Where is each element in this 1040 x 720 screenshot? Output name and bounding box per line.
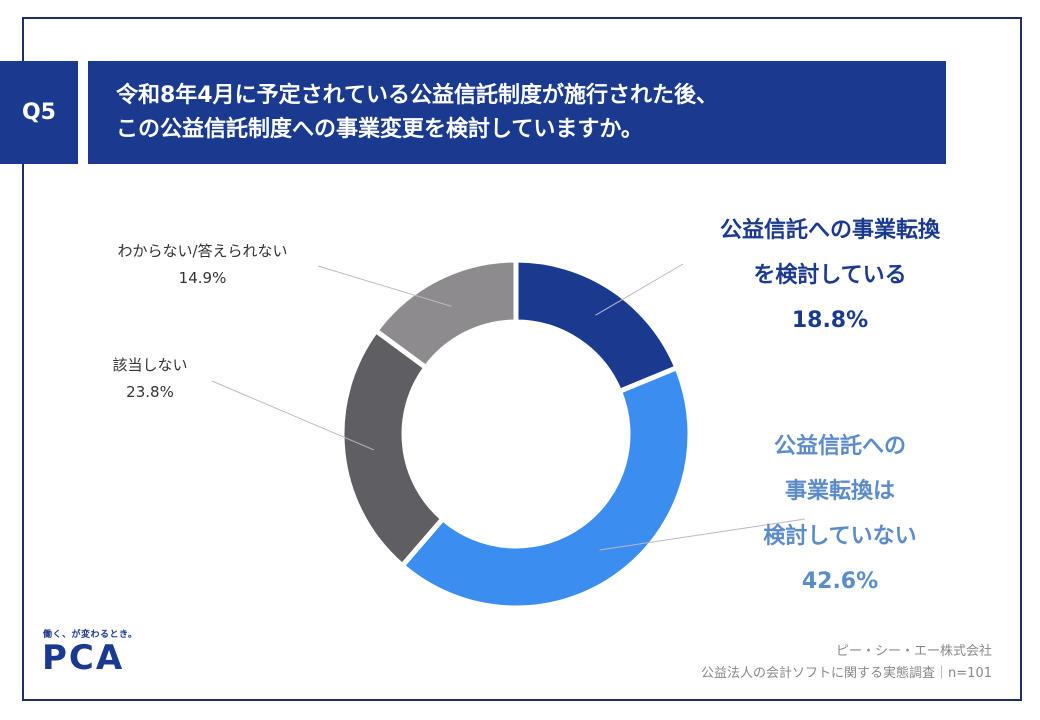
slice-label-considering: 公益信託への事業転換 を検討している 18.8% bbox=[680, 208, 980, 343]
leader-line bbox=[599, 518, 806, 551]
source-line-1: ピー・シー・エー株式会社 bbox=[835, 644, 992, 659]
slice-not-considering bbox=[398, 364, 693, 611]
slice-label-considering-line-1: 公益信託への事業転換 bbox=[719, 218, 940, 243]
question-number: Q5 bbox=[21, 100, 56, 125]
chart-frame bbox=[22, 17, 1022, 701]
slice-label-not-applicable: 該当しない 23.8% bbox=[70, 352, 230, 406]
question-banner: 令和8年4月に予定されている公益信託制度が施行された後、 この公益信託制度への事… bbox=[88, 61, 946, 164]
leader-line bbox=[317, 265, 452, 307]
slice-considering bbox=[513, 257, 681, 395]
slice-label-not-applicable-line-1: 該当しない bbox=[112, 356, 188, 374]
question-line-2: この公益信託制度への事業変更を検討していますか。 bbox=[116, 117, 643, 142]
leader-line bbox=[595, 263, 684, 316]
slice-value-not-considering: 42.6% bbox=[801, 569, 879, 594]
slice-label-not-considering: 公益信託への 事業転換は 検討していない 42.6% bbox=[720, 424, 960, 604]
question-line-1: 令和8年4月に予定されている公益信託制度が施行された後、 bbox=[116, 83, 718, 108]
question-number-badge: Q5 bbox=[0, 61, 78, 164]
slice-value-unknown: 14.9% bbox=[178, 269, 227, 287]
source-line-2: 公益法人の会計ソフトに関する実態調査｜n=101 bbox=[701, 666, 992, 681]
slice-label-not-considering-line-1: 公益信託への bbox=[773, 434, 906, 459]
slice-unknown bbox=[372, 257, 519, 372]
slice-label-unknown: わからない/答えられない 14.9% bbox=[70, 238, 335, 292]
brand-tagline: 働く、が変わるとき。 bbox=[43, 630, 138, 640]
source-note: ピー・シー・エー株式会社 公益法人の会計ソフトに関する実態調査｜n=101 bbox=[701, 641, 992, 685]
slice-label-unknown-line-1: わからない/答えられない bbox=[117, 242, 288, 260]
slice-label-not-considering-line-3: 検討していない bbox=[763, 524, 917, 549]
leader-line bbox=[211, 380, 375, 451]
slice-label-considering-line-2: を検討している bbox=[753, 263, 907, 288]
slice-value-not-applicable: 23.8% bbox=[126, 383, 174, 401]
slice-label-not-considering-line-2: 事業転換は bbox=[784, 479, 895, 504]
pca-logo: PCA bbox=[42, 638, 125, 678]
slice-value-considering: 18.8% bbox=[791, 308, 869, 333]
slice-not-applicable bbox=[339, 327, 447, 570]
